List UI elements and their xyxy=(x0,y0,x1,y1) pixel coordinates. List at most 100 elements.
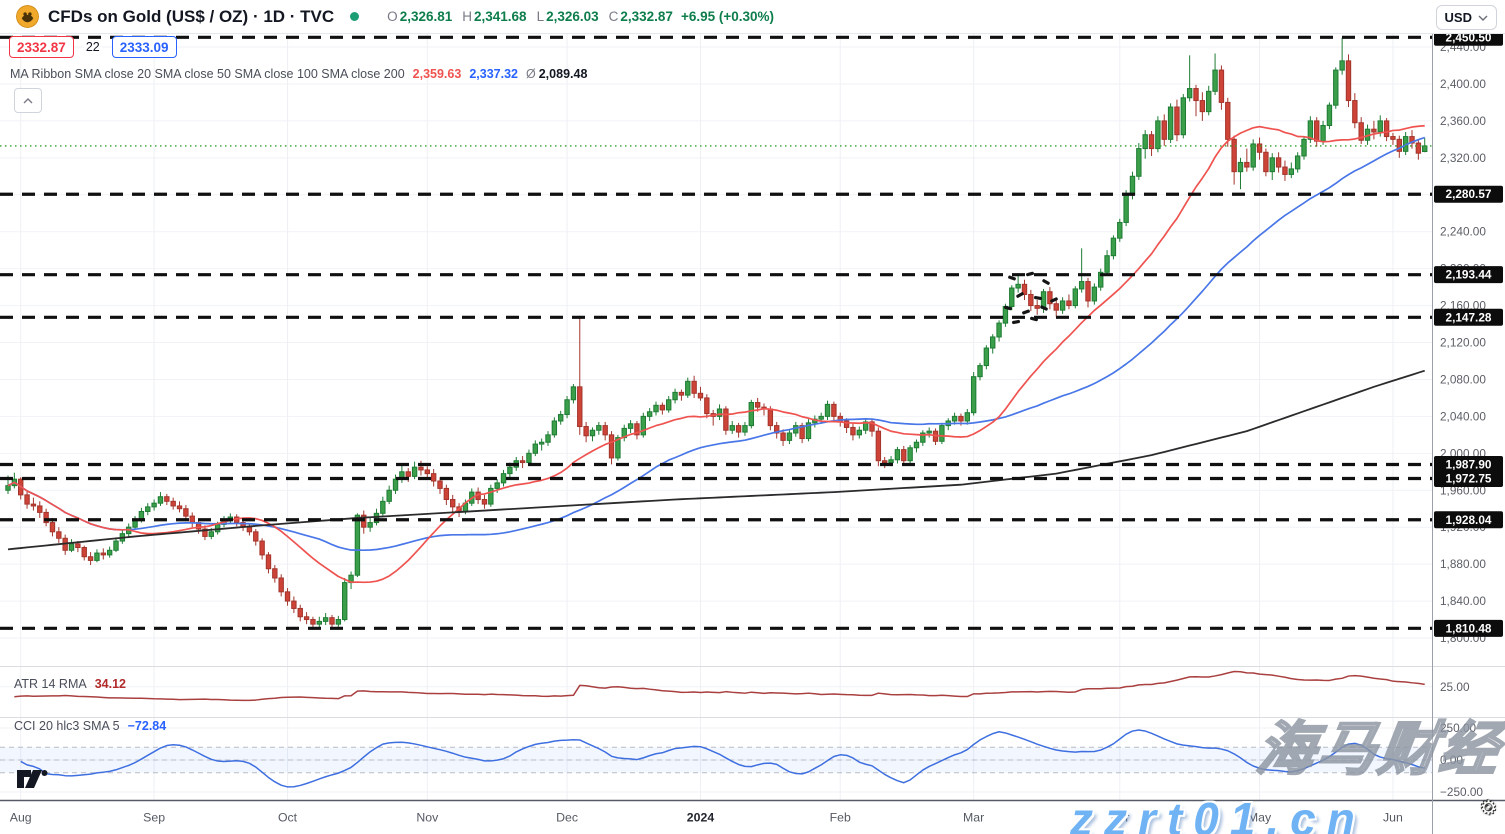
chevron-up-icon xyxy=(23,97,33,103)
candle xyxy=(888,459,894,464)
close-label: C xyxy=(608,9,619,24)
symbol-title[interactable]: CFDs on Gold (US$ / OZ) · 1D · TVC xyxy=(48,6,335,26)
price-tick-label: 1,880.00 xyxy=(1440,557,1486,571)
candle xyxy=(596,425,602,431)
candle xyxy=(672,391,678,401)
candle xyxy=(907,447,913,462)
time-axis[interactable] xyxy=(0,800,1432,834)
candle xyxy=(1314,120,1320,142)
candle xyxy=(653,404,659,413)
candle xyxy=(831,403,837,417)
candle xyxy=(538,441,545,445)
market-status-icon[interactable] xyxy=(350,12,360,21)
candle xyxy=(1218,69,1225,103)
time-tick-label[interactable]: Mar xyxy=(963,811,984,825)
time-tick-label[interactable]: Dec xyxy=(556,811,578,825)
candle xyxy=(666,399,672,411)
time-tick-label[interactable]: 2024 xyxy=(687,811,715,825)
sell-price-button[interactable]: 2332.87 xyxy=(9,36,74,58)
candle xyxy=(939,425,945,442)
candle xyxy=(322,617,329,622)
candle xyxy=(1091,286,1098,302)
price-tick-label: 2,240.00 xyxy=(1440,225,1486,239)
candle xyxy=(1422,145,1428,153)
annotation-mark xyxy=(1040,305,1048,311)
candle xyxy=(1288,168,1295,175)
candle xyxy=(735,425,742,433)
candle xyxy=(1383,120,1390,138)
candle xyxy=(742,425,748,433)
candle xyxy=(265,554,272,570)
candle xyxy=(583,426,589,437)
candle xyxy=(1269,157,1275,173)
candle xyxy=(342,582,348,621)
candle xyxy=(977,365,983,378)
price-level-badge: 1,810.48 xyxy=(1446,621,1492,635)
ma-ribbon-legend[interactable]: MA Ribbon SMA close 20 SMA close 50 SMA … xyxy=(10,67,587,81)
candle xyxy=(1409,136,1415,144)
candle xyxy=(843,420,850,428)
candle xyxy=(723,408,729,431)
candle xyxy=(1066,300,1072,307)
candle xyxy=(545,434,551,443)
time-tick-label[interactable]: Aug xyxy=(10,811,32,825)
cci-legend[interactable]: CCI 20 hlc3 SMA 5 −72.84 xyxy=(14,719,166,733)
price-level-badge: 1,928.04 xyxy=(1446,513,1492,527)
candle xyxy=(183,508,189,517)
candle xyxy=(970,376,977,414)
candle xyxy=(748,402,755,427)
candle xyxy=(386,489,392,502)
candle xyxy=(646,411,653,417)
candle xyxy=(627,423,634,429)
candle xyxy=(659,404,666,411)
candle xyxy=(901,449,907,462)
candle xyxy=(958,415,964,422)
candle xyxy=(1129,175,1136,196)
candle xyxy=(799,425,805,440)
time-tick-label[interactable]: Oct xyxy=(278,811,298,825)
collapse-legend-button[interactable] xyxy=(14,88,42,113)
candle xyxy=(24,494,30,505)
candle xyxy=(1186,88,1193,99)
tradingview-logo[interactable] xyxy=(16,768,50,790)
candle xyxy=(1390,136,1396,140)
price-axis[interactable] xyxy=(1432,33,1505,800)
candle xyxy=(1415,142,1422,154)
time-tick-label[interactable]: May xyxy=(1248,811,1272,825)
time-tick-label[interactable]: Feb xyxy=(830,811,851,825)
time-tick-label[interactable]: Jun xyxy=(1383,811,1403,825)
candle xyxy=(926,430,932,434)
candle xyxy=(774,425,780,434)
sma20-value: 2,359.63 xyxy=(412,67,462,81)
candle xyxy=(1231,138,1237,173)
candle xyxy=(1333,69,1339,106)
gold-symbol-icon xyxy=(16,5,39,28)
candle xyxy=(164,496,170,502)
time-tick-label[interactable]: Apr xyxy=(1110,811,1129,825)
candle xyxy=(202,528,208,537)
currency-selector[interactable]: USD xyxy=(1435,5,1497,30)
candle xyxy=(272,568,278,579)
price-tick-label: 2,120.00 xyxy=(1440,336,1486,350)
candle xyxy=(767,408,774,427)
time-tick-label[interactable]: Nov xyxy=(416,811,439,825)
candle xyxy=(704,397,710,415)
sma-average-value: 2,089.48 xyxy=(538,67,588,81)
change-value: +6.95 (+0.30%) xyxy=(680,9,775,24)
atr-legend[interactable]: ATR 14 RMA 34.12 xyxy=(14,677,126,691)
candle xyxy=(1059,300,1066,311)
high-label: H xyxy=(462,9,472,24)
candle xyxy=(354,514,361,576)
candle xyxy=(1345,60,1352,102)
candle xyxy=(882,460,888,464)
candle xyxy=(869,421,875,432)
candle xyxy=(754,402,761,408)
candle xyxy=(284,591,291,602)
settings-gear-icon[interactable]: ⚙ xyxy=(1480,798,1498,819)
buy-price-button[interactable]: 2333.09 xyxy=(111,36,177,58)
candle xyxy=(1053,303,1059,311)
candle xyxy=(106,549,113,556)
candle xyxy=(259,540,265,556)
time-tick-label[interactable]: Sep xyxy=(143,811,165,825)
